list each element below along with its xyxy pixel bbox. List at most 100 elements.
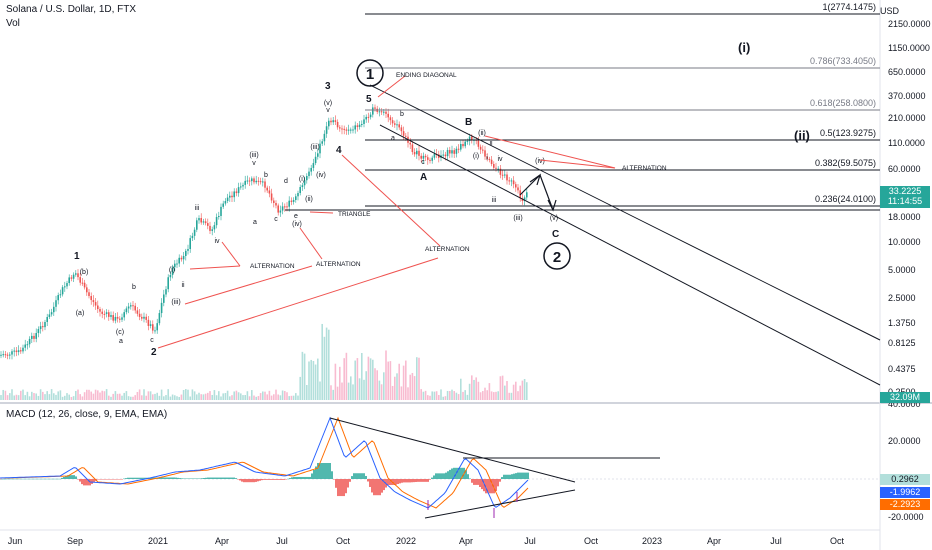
volume-bar <box>523 379 526 400</box>
annotation-arrows <box>157 75 616 349</box>
candle-body <box>50 312 53 315</box>
macd-hist-bar <box>283 479 285 480</box>
volume-bar <box>418 357 420 400</box>
candle-body <box>132 305 134 307</box>
candle-body <box>319 143 321 154</box>
macd-hist-bar <box>161 477 163 479</box>
candle-body <box>167 277 169 290</box>
trend-channel[interactable] <box>369 84 881 386</box>
fib-levels[interactable] <box>285 13 880 211</box>
candle-body <box>165 289 167 295</box>
macd-hist-bar <box>383 479 385 491</box>
macd-hist-bar <box>37 478 39 480</box>
volume-bar <box>229 396 231 400</box>
volume-bar <box>112 393 114 400</box>
macd-triangle[interactable] <box>329 417 660 519</box>
volume-bar <box>482 391 484 400</box>
candle-body <box>466 140 469 142</box>
volume-bar <box>374 368 376 400</box>
candle-body <box>479 146 482 150</box>
macd-hist-bar <box>105 479 107 480</box>
candle-body <box>28 338 31 345</box>
macd-hist-bar <box>101 479 103 480</box>
volume-bar <box>479 392 482 400</box>
candle-body <box>517 187 519 191</box>
candle-body <box>59 294 62 296</box>
candle-body <box>460 144 462 150</box>
macd-hist-bar <box>175 477 177 479</box>
volume-bar <box>270 395 273 400</box>
wave-label: d <box>284 178 288 185</box>
volume-bar <box>123 392 125 400</box>
macd-hist-bar <box>493 479 495 494</box>
candle-body <box>330 120 332 123</box>
candle-body <box>90 296 92 301</box>
candle-body <box>402 131 405 136</box>
volume-bar <box>380 384 383 400</box>
candle-body <box>231 195 233 198</box>
macd-hist-bar <box>271 479 273 480</box>
time-tick-label: Oct <box>830 536 845 546</box>
candle-body <box>130 305 132 307</box>
volume-bar <box>22 389 24 400</box>
candle-body <box>213 225 216 230</box>
macd-hist-bar <box>29 478 31 480</box>
macd-hist-bar <box>309 476 311 479</box>
candle-body <box>281 206 284 211</box>
volume-bar <box>178 396 180 400</box>
candle-body <box>334 120 337 122</box>
macd-hist-bar <box>403 479 405 483</box>
macd-hist-bar <box>525 472 527 479</box>
macd-hist-bar <box>27 478 29 480</box>
chart-title: Solana / U.S. Dollar, 1D, FTX <box>6 4 137 15</box>
candle-body <box>411 144 414 153</box>
price-axis[interactable]: 2150.0000 1150.0000 650.0000 370.0000 210.00… <box>888 19 931 397</box>
candle-body <box>477 140 480 147</box>
wave-label: iii <box>195 205 200 212</box>
volume-bar <box>204 393 207 400</box>
macd-hist-bar <box>231 477 233 479</box>
volume-bar <box>28 396 31 400</box>
volume-bar <box>365 371 367 400</box>
candle-body <box>13 350 15 352</box>
fib-label-0236: 0.236(24.0100) <box>815 194 876 204</box>
last-price-badge[interactable]: 33.2225 11:14:55 <box>880 186 930 208</box>
volume-bar <box>42 391 44 400</box>
macd-hist-bar <box>275 479 277 480</box>
time-axis[interactable]: Jun Sep 2021 Apr Jul Oct 2022 Apr Jul Oct 2023 Apr J… <box>8 536 845 546</box>
macd-hist-bar <box>439 473 441 479</box>
macd-hist-bar <box>11 478 13 480</box>
macd-hist-bar <box>465 469 467 479</box>
macd-hist-bar <box>433 475 435 479</box>
volume-bar <box>446 390 449 400</box>
candle-body <box>433 153 436 158</box>
candle-body <box>209 225 211 231</box>
macd-hist-bar <box>483 479 485 492</box>
volume-bar <box>116 393 119 400</box>
macd-hist-bar <box>135 477 137 479</box>
macd-hist-bar <box>307 476 309 479</box>
macd-hist-bar <box>45 478 47 480</box>
macd-hist-bar <box>473 479 475 485</box>
candle-body <box>15 350 18 353</box>
candle-body <box>312 163 315 168</box>
time-tick-label: Apr <box>707 536 721 546</box>
volume-bar <box>334 363 337 400</box>
candle-body <box>314 156 317 164</box>
candle-body <box>279 210 282 213</box>
macd-hist-bar <box>341 479 343 497</box>
candle-body <box>211 229 213 231</box>
volume-bar <box>68 394 70 400</box>
candle-body <box>464 141 466 147</box>
candle-body <box>37 329 40 334</box>
candle-body <box>105 312 108 314</box>
wave-label: (i) <box>169 267 175 274</box>
volume-bar <box>372 359 374 400</box>
macd-hist-bar <box>7 478 9 480</box>
volume-bar <box>92 393 95 400</box>
volume-bar <box>490 391 493 400</box>
macd-hist-bar <box>429 479 431 480</box>
wave-5-label: 5 <box>366 94 372 105</box>
triangle-label: TRIANGLE <box>338 211 371 218</box>
